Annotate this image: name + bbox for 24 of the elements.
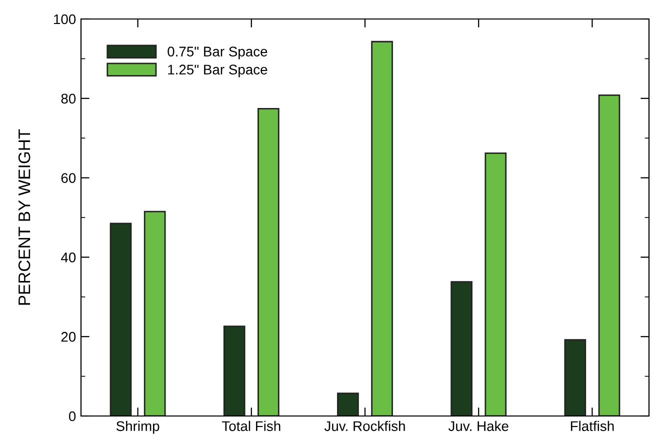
bar: [258, 108, 280, 416]
x-tick-label: Shrimp: [116, 420, 160, 434]
x-tick-label: Flatfish: [570, 420, 614, 432]
bar: [450, 281, 472, 416]
bar: [223, 326, 246, 416]
y-tick-label: 60: [61, 173, 76, 183]
bar: [144, 210, 166, 416]
x-tick-label: Juv. Hake: [448, 420, 508, 432]
legend-label: 0.75" Bar Space: [168, 46, 268, 60]
y-tick-label: 80: [61, 94, 76, 104]
y-tick-label: 20: [61, 332, 76, 342]
bar: [564, 339, 586, 416]
y-tick-label: 40: [61, 252, 76, 262]
y-tick-label: 0: [68, 411, 76, 422]
bar: [598, 94, 620, 416]
x-tick-label: Juv. Rockfish: [324, 420, 405, 432]
bar: [110, 222, 132, 416]
x-tick-label: Total Fish: [222, 420, 280, 432]
legend-label: 1.25" Bar Space: [168, 64, 268, 78]
bar: [371, 40, 393, 416]
bar: [484, 152, 507, 416]
bar: [337, 392, 359, 416]
y-tick-label: 100: [54, 14, 76, 24]
y-axis-title: PERCENT BY WEIGHT: [18, 129, 30, 305]
